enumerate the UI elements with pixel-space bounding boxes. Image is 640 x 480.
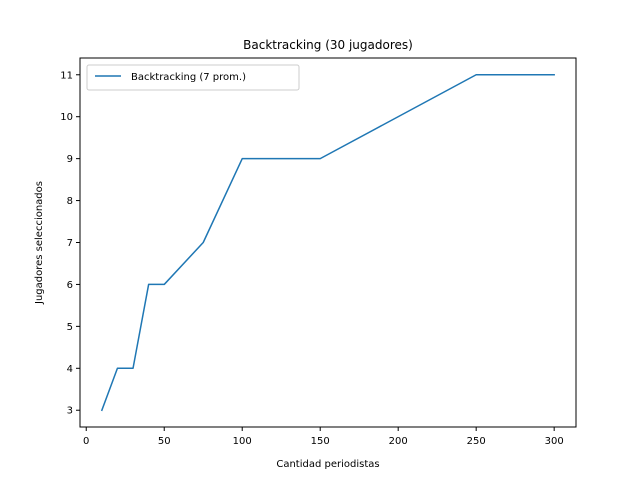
y-axis: 3 4 5 6 7 8 9 10 11: [60, 70, 80, 417]
data-point: [202, 242, 204, 244]
data-point: [148, 284, 150, 286]
plot-area: [100, 74, 555, 412]
y-tick-label: 5: [67, 322, 73, 333]
data-point: [101, 409, 103, 411]
data-point: [241, 158, 243, 160]
y-tick-label: 11: [60, 70, 73, 81]
x-axis-label: Cantidad periodistas: [276, 459, 379, 470]
x-tick-label: 250: [467, 436, 486, 447]
data-point: [319, 158, 321, 160]
y-tick-label: 6: [67, 280, 73, 291]
data-point: [163, 284, 165, 286]
x-tick-label: 50: [158, 436, 171, 447]
y-tick-label: 4: [67, 364, 73, 375]
x-tick-label: 200: [389, 436, 408, 447]
series-line-0: [100, 74, 555, 412]
legend: Backtracking (7 prom.): [86, 64, 300, 91]
y-tick-label: 9: [67, 154, 73, 165]
y-tick-label: 7: [67, 238, 73, 249]
data-point: [553, 74, 555, 76]
data-point: [475, 74, 477, 76]
x-tick-label: 300: [545, 436, 564, 447]
y-tick-label: 10: [60, 112, 73, 123]
x-tick-label: 0: [83, 436, 89, 447]
legend-box: [86, 64, 300, 91]
chart-title: Backtracking (30 jugadores): [243, 38, 413, 52]
x-tick-label: 100: [233, 436, 252, 447]
y-tick-label: 3: [67, 406, 73, 417]
legend-label: Backtracking (7 prom.): [131, 72, 246, 83]
data-point: [117, 367, 119, 369]
y-axis-label: Jugadores seleccionados: [34, 181, 45, 305]
x-axis: 0 50 100 150 200 250 300: [83, 427, 564, 447]
data-point: [132, 367, 134, 369]
x-tick-label: 150: [311, 436, 330, 447]
y-tick-label: 8: [67, 196, 73, 207]
